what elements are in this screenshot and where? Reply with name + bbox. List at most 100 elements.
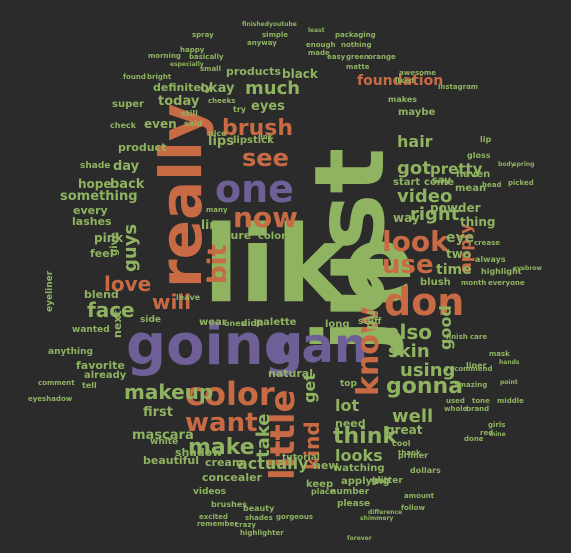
word-video: video xyxy=(397,186,453,207)
word-picked: picked xyxy=(508,179,534,187)
word-products: products xyxy=(226,65,281,78)
word-nice: nice xyxy=(208,129,227,138)
word-eye: eye xyxy=(446,230,475,246)
word-cream: cream xyxy=(205,456,244,469)
word-make: make xyxy=(188,435,255,460)
word-way: way xyxy=(393,211,420,225)
word-super: super xyxy=(112,99,144,110)
word-gloss: gloss xyxy=(467,151,491,160)
word-will: will xyxy=(152,290,192,314)
word-least: least xyxy=(308,27,325,34)
word-now: now xyxy=(233,201,299,234)
word-shades: shades xyxy=(245,514,273,522)
word-time: time xyxy=(436,262,472,278)
word-head: head xyxy=(482,181,502,189)
word-brush: brush xyxy=(222,116,294,141)
word-check: check xyxy=(110,121,136,130)
word-wanted: wanted xyxy=(72,325,110,335)
word-sure: sure xyxy=(224,229,252,242)
word-please: please xyxy=(337,499,371,509)
word-lip: lip xyxy=(480,135,492,144)
word-amount: amount xyxy=(404,492,435,500)
word-didn: didn xyxy=(241,319,264,329)
word-finish: finish xyxy=(446,333,468,341)
word-liner: liner xyxy=(466,361,487,370)
word-remember: remember xyxy=(197,520,238,528)
word-liked: liked xyxy=(395,77,415,85)
word-line: line xyxy=(201,218,226,232)
word-got: got xyxy=(397,158,431,179)
word-simple: simple xyxy=(262,31,289,39)
word-shade: shade xyxy=(80,161,111,171)
word-anything: anything xyxy=(48,347,93,357)
word-shimmery: shimmery xyxy=(360,515,394,522)
word-cheeks: cheeks xyxy=(208,97,236,105)
word-highlight: highlight xyxy=(481,267,522,276)
word-primer: primer xyxy=(398,451,429,460)
word-watching: watching xyxy=(333,463,385,474)
word-found: found xyxy=(123,73,146,81)
word-palette: palette xyxy=(256,317,297,328)
word-eyebrow: eyebrow xyxy=(513,265,542,272)
word-okay: okay xyxy=(200,81,235,96)
word-top: top xyxy=(340,379,357,389)
word-cool: cool xyxy=(392,439,411,448)
word-back: back xyxy=(110,177,145,192)
word-going: going xyxy=(126,313,304,378)
word-powder: powder xyxy=(430,201,481,215)
word-point: point xyxy=(500,379,518,386)
word-think: think xyxy=(333,424,398,449)
word-matte: matte xyxy=(346,63,370,71)
word-tutorial: tutorial xyxy=(282,453,320,463)
word-need: need xyxy=(335,417,366,430)
word-care: care xyxy=(470,333,488,341)
word-awesome: awesome xyxy=(399,69,436,77)
word-youtube: youtube xyxy=(269,21,297,28)
word-well: well xyxy=(392,406,434,427)
word-skin: skin xyxy=(388,341,430,362)
word-used: used xyxy=(446,397,465,405)
word-bright: bright xyxy=(147,73,172,81)
word-green: green xyxy=(346,53,369,61)
word-every: every xyxy=(73,204,108,217)
word-especially: especially xyxy=(170,61,204,68)
word-right: right xyxy=(410,204,460,225)
word-hands: hands xyxy=(499,359,520,366)
word-long: long xyxy=(325,319,350,330)
word-come: come xyxy=(424,177,454,188)
word-spray: spray xyxy=(192,31,214,39)
word-product: product xyxy=(118,141,167,154)
word-mine: mine xyxy=(489,431,506,438)
word-done: done xyxy=(464,435,484,443)
word-tell: tell xyxy=(82,381,97,390)
word-favorite: favorite xyxy=(76,359,125,372)
word-face: face xyxy=(87,298,135,322)
word-said: said xyxy=(184,119,203,128)
word-pretty: pretty xyxy=(430,160,483,178)
word-feel: feel xyxy=(90,247,114,260)
word-orange: orange xyxy=(368,53,396,61)
word-lips: lips xyxy=(208,134,234,149)
word-happy: happy xyxy=(180,46,205,54)
word-see: see xyxy=(242,144,289,172)
word-applying: applying xyxy=(341,476,390,487)
word-brand: brand xyxy=(466,405,490,413)
word-looks: looks xyxy=(335,446,383,465)
word-everyone: everyone xyxy=(488,279,525,287)
word-new: new xyxy=(313,459,339,472)
word-small: small xyxy=(200,65,221,73)
word-videos: videos xyxy=(193,487,227,497)
word-two: two xyxy=(446,247,472,261)
word-still: still xyxy=(181,109,198,118)
word-middle: middle xyxy=(497,397,524,405)
word-bit: bit xyxy=(203,244,233,284)
word-thank: thank xyxy=(398,449,421,457)
word-side: side xyxy=(140,315,161,325)
word-link: link xyxy=(258,133,273,141)
word-eyeliner: eyeliner xyxy=(45,270,55,312)
word-using: using xyxy=(400,360,456,381)
word-keep: keep xyxy=(306,479,334,490)
word-blend: blend xyxy=(84,288,119,301)
word-great: great xyxy=(386,423,423,437)
word-eyeshadow: eyeshadow xyxy=(28,395,73,403)
